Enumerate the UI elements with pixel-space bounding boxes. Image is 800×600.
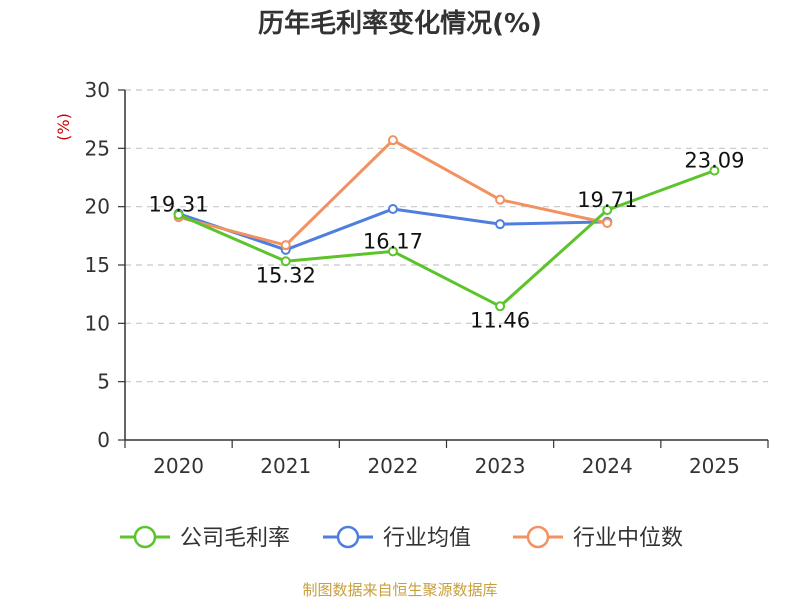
data-point [709,165,720,176]
y-tick-label: 20 [85,195,110,219]
y-tick-label: 0 [97,428,110,452]
x-tick-label: 2023 [475,454,526,478]
x-tick-label: 2025 [689,454,740,478]
legend-marker [526,525,550,549]
x-tick-label: 2024 [582,454,633,478]
y-tick-label: 15 [85,253,110,277]
data-label: 19.31 [149,193,209,217]
data-label: 19.71 [577,188,637,212]
data-point [495,219,506,230]
legend: 公司毛利率 行业均值 行业中位数 [120,525,683,551]
y-tick-label: 30 [85,78,110,102]
data-point [495,301,506,312]
data-point [387,204,398,214]
legend-marker [133,525,157,549]
data-point [602,218,613,228]
y-tick-label: 10 [85,311,110,335]
data-point [280,240,291,251]
data-point [495,194,506,205]
data-label: 16.17 [363,229,423,253]
legend-label: 公司毛利率 [180,526,290,551]
legend-label: 行业中位数 [573,526,683,551]
data-point [280,256,291,267]
y-tick-label: 5 [97,370,110,394]
x-tick-label: 2021 [260,454,311,478]
data-point [387,135,398,146]
data-point [173,209,184,220]
data-point [387,246,398,257]
legend-marker [336,525,360,549]
data-label: 11.46 [470,308,530,332]
x-tick-label: 2022 [367,454,418,478]
series-lines [173,135,720,312]
legend-label: 行业均值 [383,526,471,551]
data-label: 15.32 [256,263,316,287]
data-label: 23.09 [684,149,744,173]
chart-title: 历年毛利率变化情况(%) [258,8,542,39]
series-line [177,169,715,308]
grid-lines [125,89,768,383]
source-note: 制图数据来自恒生聚源数据库 [302,581,497,599]
data-labels: 19.31 15.32 16.17 11.46 19.71 23.09 [149,149,745,333]
data-point [602,205,613,216]
y-axis-unit: (%) [54,113,73,141]
x-tick-label: 2020 [153,454,204,478]
y-tick-label: 25 [85,136,110,160]
